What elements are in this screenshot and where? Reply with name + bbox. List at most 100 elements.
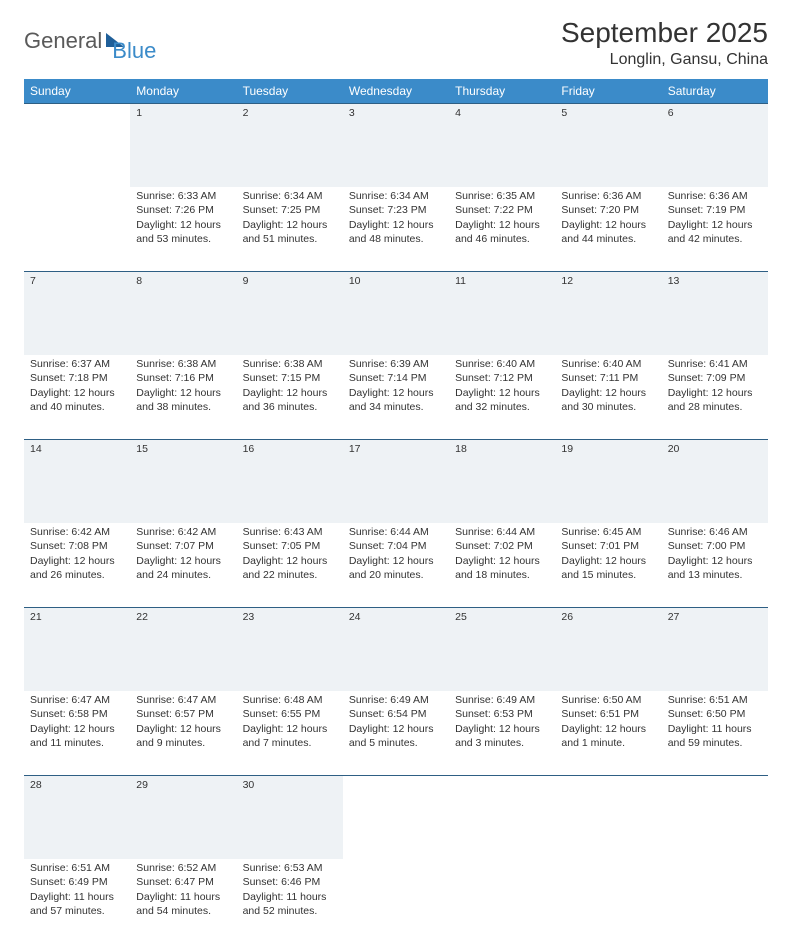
daylight-2: and 22 minutes. <box>243 568 337 582</box>
sunset: Sunset: 6:51 PM <box>561 707 655 721</box>
sunrise: Sunrise: 6:46 AM <box>668 525 762 539</box>
day-number: 22 <box>130 607 236 691</box>
daylight-2: and 53 minutes. <box>136 232 230 246</box>
daylight-1: Daylight: 12 hours <box>455 722 549 736</box>
day-cell <box>343 859 449 943</box>
day-cell: Sunrise: 6:51 AMSunset: 6:50 PMDaylight:… <box>662 691 768 775</box>
sunset: Sunset: 7:05 PM <box>243 539 337 553</box>
daylight-2: and 28 minutes. <box>668 400 762 414</box>
day-cell: Sunrise: 6:38 AMSunset: 7:15 PMDaylight:… <box>237 355 343 439</box>
header: General Blue September 2025 Longlin, Gan… <box>24 18 768 69</box>
day-detail-row: Sunrise: 6:33 AMSunset: 7:26 PM Daylight:… <box>24 187 768 271</box>
daylight-2: and 20 minutes. <box>349 568 443 582</box>
sunset: Sunset: 6:47 PM <box>136 875 230 889</box>
sunset: Sunset: 7:12 PM <box>455 371 549 385</box>
day-cell <box>555 859 661 943</box>
day-detail-row: Sunrise: 6:37 AMSunset: 7:18 PMDaylight:… <box>24 355 768 439</box>
daylight-2: and 42 minutes. <box>668 232 762 246</box>
day-cell: Sunrise: 6:42 AMSunset: 7:08 PMDaylight:… <box>24 523 130 607</box>
weekday-header: Wednesday <box>343 79 449 104</box>
day-cell: Sunrise: 6:47 AMSunset: 6:58 PMDaylight:… <box>24 691 130 775</box>
day-number: 19 <box>555 439 661 523</box>
weekday-header: Tuesday <box>237 79 343 104</box>
day-number: 12 <box>555 271 661 355</box>
day-number: 16 <box>237 439 343 523</box>
day-cell <box>662 859 768 943</box>
sunset: Sunset: 6:46 PM <box>243 875 337 889</box>
day-cell: Sunrise: 6:33 AMSunset: 7:26 PMDaylight:… <box>130 187 236 271</box>
weekday-header: Saturday <box>662 79 768 104</box>
daylight-2: and 44 minutes. <box>561 232 655 246</box>
daylight-1: Daylight: 11 hours <box>136 890 230 904</box>
daylight-1: Daylight: 12 hours <box>243 554 337 568</box>
daylight-2: and 54 minutes. <box>136 904 230 918</box>
sunrise: Sunrise: 6:53 AM <box>243 861 337 875</box>
day-cell: Sunrise: 6:50 AMSunset: 6:51 PMDaylight:… <box>555 691 661 775</box>
day-number <box>662 775 768 859</box>
logo: General Blue <box>24 18 156 64</box>
day-cell: Sunrise: 6:48 AMSunset: 6:55 PMDaylight:… <box>237 691 343 775</box>
day-cell: Sunrise: 6:51 AMSunset: 6:49 PMDaylight:… <box>24 859 130 943</box>
daylight-1: Daylight: 12 hours <box>30 554 124 568</box>
day-number: 28 <box>24 775 130 859</box>
day-cell: Sunrise: 6:49 AMSunset: 6:54 PMDaylight:… <box>343 691 449 775</box>
sunrise: Sunrise: 6:49 AM <box>455 693 549 707</box>
day-cell <box>449 859 555 943</box>
sunrise: Sunrise: 6:48 AM <box>243 693 337 707</box>
daylight-2: and 11 minutes. <box>30 736 124 750</box>
title-block: September 2025 Longlin, Gansu, China <box>561 18 768 69</box>
daylight-1: Daylight: 12 hours <box>136 554 230 568</box>
sunrise: Sunrise: 6:43 AM <box>243 525 337 539</box>
daylight-2: and 13 minutes. <box>668 568 762 582</box>
day-number: 18 <box>449 439 555 523</box>
daylight-2: and 26 minutes. <box>30 568 124 582</box>
daylight-1: Daylight: 12 hours <box>561 218 655 232</box>
day-number: 8 <box>130 271 236 355</box>
day-cell: Sunrise: 6:36 AMSunset: 7:20 PMDaylight:… <box>555 187 661 271</box>
sunrise: Sunrise: 6:49 AM <box>349 693 443 707</box>
sunrise: Sunrise: 6:37 AM <box>30 357 124 371</box>
daylight-1: Daylight: 11 hours <box>668 722 762 736</box>
daylight-2: and 40 minutes. <box>30 400 124 414</box>
sunset: Sunset: 6:50 PM <box>668 707 762 721</box>
sunrise: Sunrise: 6:38 AM <box>243 357 337 371</box>
sunrise: Sunrise: 6:34 AM <box>349 189 443 203</box>
daylight-1: Daylight: 12 hours <box>349 722 443 736</box>
sunrise: Sunrise: 6:34 AM <box>243 189 337 203</box>
day-number: 21 <box>24 607 130 691</box>
day-number: 13 <box>662 271 768 355</box>
sunrise: Sunrise: 6:44 AM <box>455 525 549 539</box>
sunset: Sunset: 6:54 PM <box>349 707 443 721</box>
day-number: 17 <box>343 439 449 523</box>
day-cell: Sunrise: 6:52 AMSunset: 6:47 PMDaylight:… <box>130 859 236 943</box>
day-number <box>555 775 661 859</box>
day-cell: Sunrise: 6:36 AMSunset: 7:19 PMDaylight:… <box>662 187 768 271</box>
sunrise: Sunrise: 6:36 AM <box>561 189 655 203</box>
sunset: Sunset: 7:16 PM <box>136 371 230 385</box>
daylight-1: Daylight: 12 hours <box>455 554 549 568</box>
daylight-1: Daylight: 12 hours <box>455 218 549 232</box>
sunrise: Sunrise: 6:40 AM <box>455 357 549 371</box>
sunrise: Sunrise: 6:40 AM <box>561 357 655 371</box>
sunrise: Sunrise: 6:39 AM <box>349 357 443 371</box>
daylight-2: and 38 minutes. <box>136 400 230 414</box>
sunrise: Sunrise: 6:33 AM <box>136 189 230 203</box>
daylight-1: Daylight: 12 hours <box>561 386 655 400</box>
day-cell: Sunrise: 6:34 AMSunset: 7:25 PMDaylight:… <box>237 187 343 271</box>
day-number: 27 <box>662 607 768 691</box>
day-number-row: 282930 <box>24 775 768 859</box>
weekday-header: Sunday <box>24 79 130 104</box>
sunset: Sunset: 7:26 PM <box>136 203 230 217</box>
day-cell: Sunrise: 6:38 AMSunset: 7:16 PMDaylight:… <box>130 355 236 439</box>
location: Longlin, Gansu, China <box>561 51 768 69</box>
sunrise: Sunrise: 6:51 AM <box>30 861 124 875</box>
daylight-1: Daylight: 12 hours <box>668 554 762 568</box>
daylight-2: and 34 minutes. <box>349 400 443 414</box>
sunset: Sunset: 7:08 PM <box>30 539 124 553</box>
sunset: Sunset: 7:01 PM <box>561 539 655 553</box>
day-number: 7 <box>24 271 130 355</box>
day-cell: Sunrise: 6:40 AMSunset: 7:12 PMDaylight:… <box>449 355 555 439</box>
sunrise: Sunrise: 6:50 AM <box>561 693 655 707</box>
daylight-1: Daylight: 12 hours <box>561 554 655 568</box>
daylight-2: and 32 minutes. <box>455 400 549 414</box>
